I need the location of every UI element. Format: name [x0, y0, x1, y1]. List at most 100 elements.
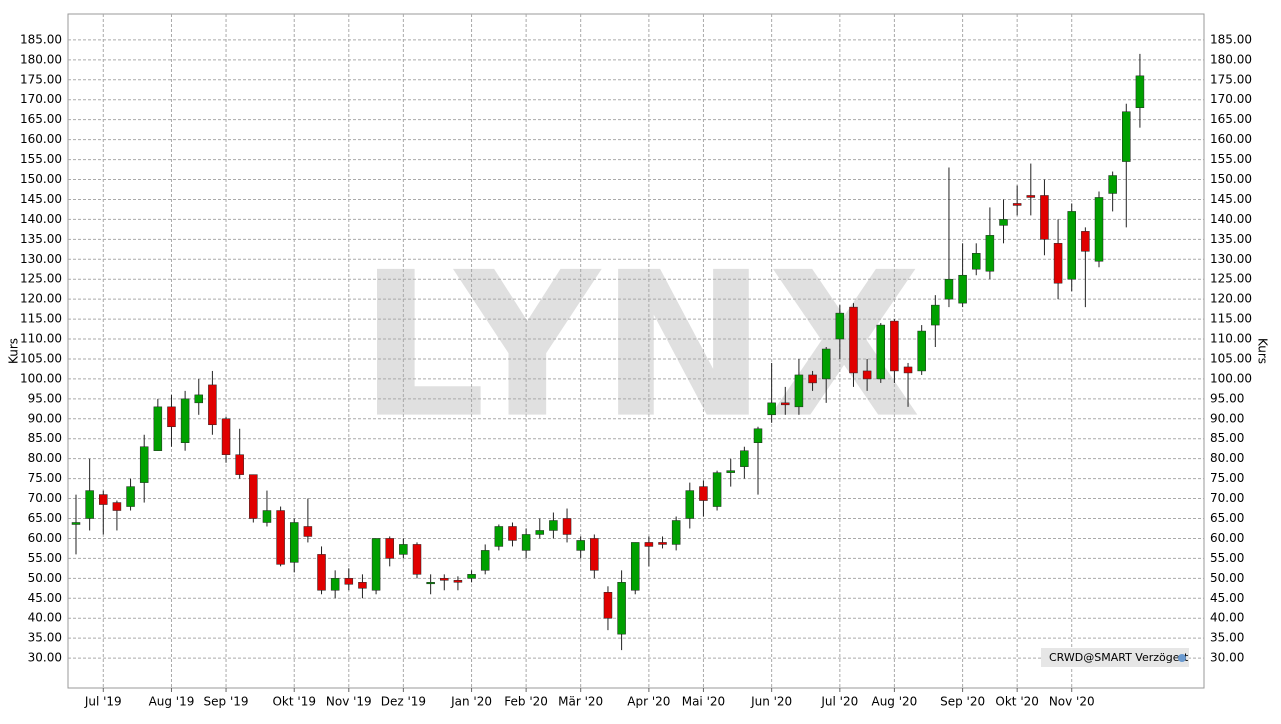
x-tick-label: Jun '20 [750, 695, 792, 709]
candle-body [985, 235, 995, 272]
y2-tick-label: 135.00 [1210, 232, 1252, 246]
y-tick-label: 180.00 [20, 52, 62, 66]
candle-body [808, 374, 817, 384]
y2-tick-label: 75.00 [1210, 471, 1244, 485]
candle-body [1081, 231, 1090, 252]
candle-body [753, 428, 763, 443]
candle-body [303, 526, 313, 537]
candle-body [835, 312, 845, 340]
y-tick-label: 185.00 [20, 32, 62, 46]
y2-tick-label: 155.00 [1210, 152, 1252, 166]
candle-body [126, 486, 135, 507]
candle-body [862, 370, 872, 380]
candle-body [917, 330, 926, 372]
y-tick-label: 140.00 [20, 212, 62, 226]
candle-body [167, 406, 176, 428]
candle-body [849, 306, 858, 374]
candle-body [262, 510, 272, 523]
y2-tick-label: 170.00 [1210, 92, 1252, 106]
y-tick-label: 40.00 [28, 611, 62, 625]
x-tick-label: Okt '19 [272, 695, 315, 709]
candle-body [699, 486, 708, 501]
y2-tick-label: 125.00 [1210, 272, 1252, 286]
candle-body [330, 578, 340, 591]
candle-body [85, 490, 94, 519]
x-tick-label: Jul '20 [820, 695, 858, 709]
candle-body [630, 542, 640, 591]
x-tick-label: Feb '20 [504, 695, 548, 709]
x-tick-label: Jul '19 [84, 695, 122, 709]
y-tick-label: 135.00 [20, 232, 62, 246]
candle-body [399, 544, 408, 555]
y-tick-label: 100.00 [20, 371, 62, 385]
y2-tick-label: 90.00 [1210, 411, 1244, 425]
candle-body [931, 304, 940, 326]
x-tick-label: Nov '19 [326, 695, 372, 709]
y-tick-label: 75.00 [28, 471, 62, 485]
y-tick-label: 70.00 [28, 491, 62, 505]
candle-body [358, 582, 367, 589]
y-tick-label: 90.00 [28, 411, 62, 425]
y-tick-label: 150.00 [20, 172, 62, 186]
candle-body [821, 348, 831, 380]
candle-body [521, 534, 531, 551]
candle-body [590, 538, 599, 571]
candle-body [890, 320, 899, 372]
candle-body [944, 278, 954, 300]
y-tick-label: 50.00 [28, 571, 62, 585]
candle-body [576, 540, 585, 551]
y2-tick-label: 150.00 [1210, 172, 1252, 186]
candle-body [971, 253, 981, 270]
y2-tick-label: 60.00 [1210, 531, 1244, 545]
y2-tick-label: 50.00 [1210, 571, 1244, 585]
y-tick-label: 35.00 [28, 631, 62, 645]
y-tick-label: 55.00 [28, 551, 62, 565]
candle-body [221, 418, 231, 455]
y2-tick-label: 145.00 [1210, 192, 1252, 206]
y2-tick-label: 185.00 [1210, 32, 1252, 46]
candle-body [658, 542, 667, 545]
x-tick-label: Dez '19 [381, 695, 426, 709]
y-tick-label: 85.00 [28, 431, 62, 445]
x-tick-label: Nov '20 [1049, 695, 1095, 709]
x-tick-label: Mai '20 [682, 695, 725, 709]
candle-body [153, 406, 163, 451]
candle-body [1122, 111, 1131, 162]
x-tick-label: Aug '19 [149, 695, 195, 709]
candle-body [317, 554, 326, 591]
candle-body [767, 402, 776, 416]
candle-body [480, 550, 490, 571]
y2-tick-label: 80.00 [1210, 451, 1244, 465]
y-tick-label: 60.00 [28, 531, 62, 545]
candle-body [1067, 211, 1076, 280]
y2-tick-label: 175.00 [1210, 72, 1252, 86]
candle-body [1012, 203, 1022, 206]
y2-tick-label: 85.00 [1210, 431, 1244, 445]
y2-tick-label: 140.00 [1210, 212, 1252, 226]
y2-tick-label: 95.00 [1210, 391, 1244, 405]
candle-body [726, 470, 735, 473]
candle-body [549, 520, 558, 531]
candle-body [426, 582, 435, 585]
badge-box [1041, 648, 1189, 667]
x-tick-label: Okt '20 [995, 695, 1038, 709]
candle-body [112, 502, 122, 511]
candle-body [617, 582, 626, 635]
y2-tick-label: 165.00 [1210, 112, 1252, 126]
y2-tick-label: 180.00 [1210, 52, 1252, 66]
y2-tick-label: 115.00 [1210, 312, 1252, 326]
y2-tick-label: 55.00 [1210, 551, 1244, 565]
candle-body [453, 580, 463, 583]
y2-tick-label: 105.00 [1210, 351, 1252, 365]
candle-body [740, 450, 749, 467]
y-tick-label: 30.00 [28, 651, 62, 665]
x-tick-label: Jan '20 [450, 695, 492, 709]
y2-tick-label: 45.00 [1210, 591, 1244, 605]
y-tick-label: 130.00 [20, 252, 62, 266]
y2-tick-label: 40.00 [1210, 611, 1244, 625]
y2-axis-label: Kurs [1256, 338, 1270, 364]
y-axis-label: Kurs [7, 338, 21, 364]
candle-body [289, 522, 299, 563]
y-tick-label: 105.00 [20, 351, 62, 365]
